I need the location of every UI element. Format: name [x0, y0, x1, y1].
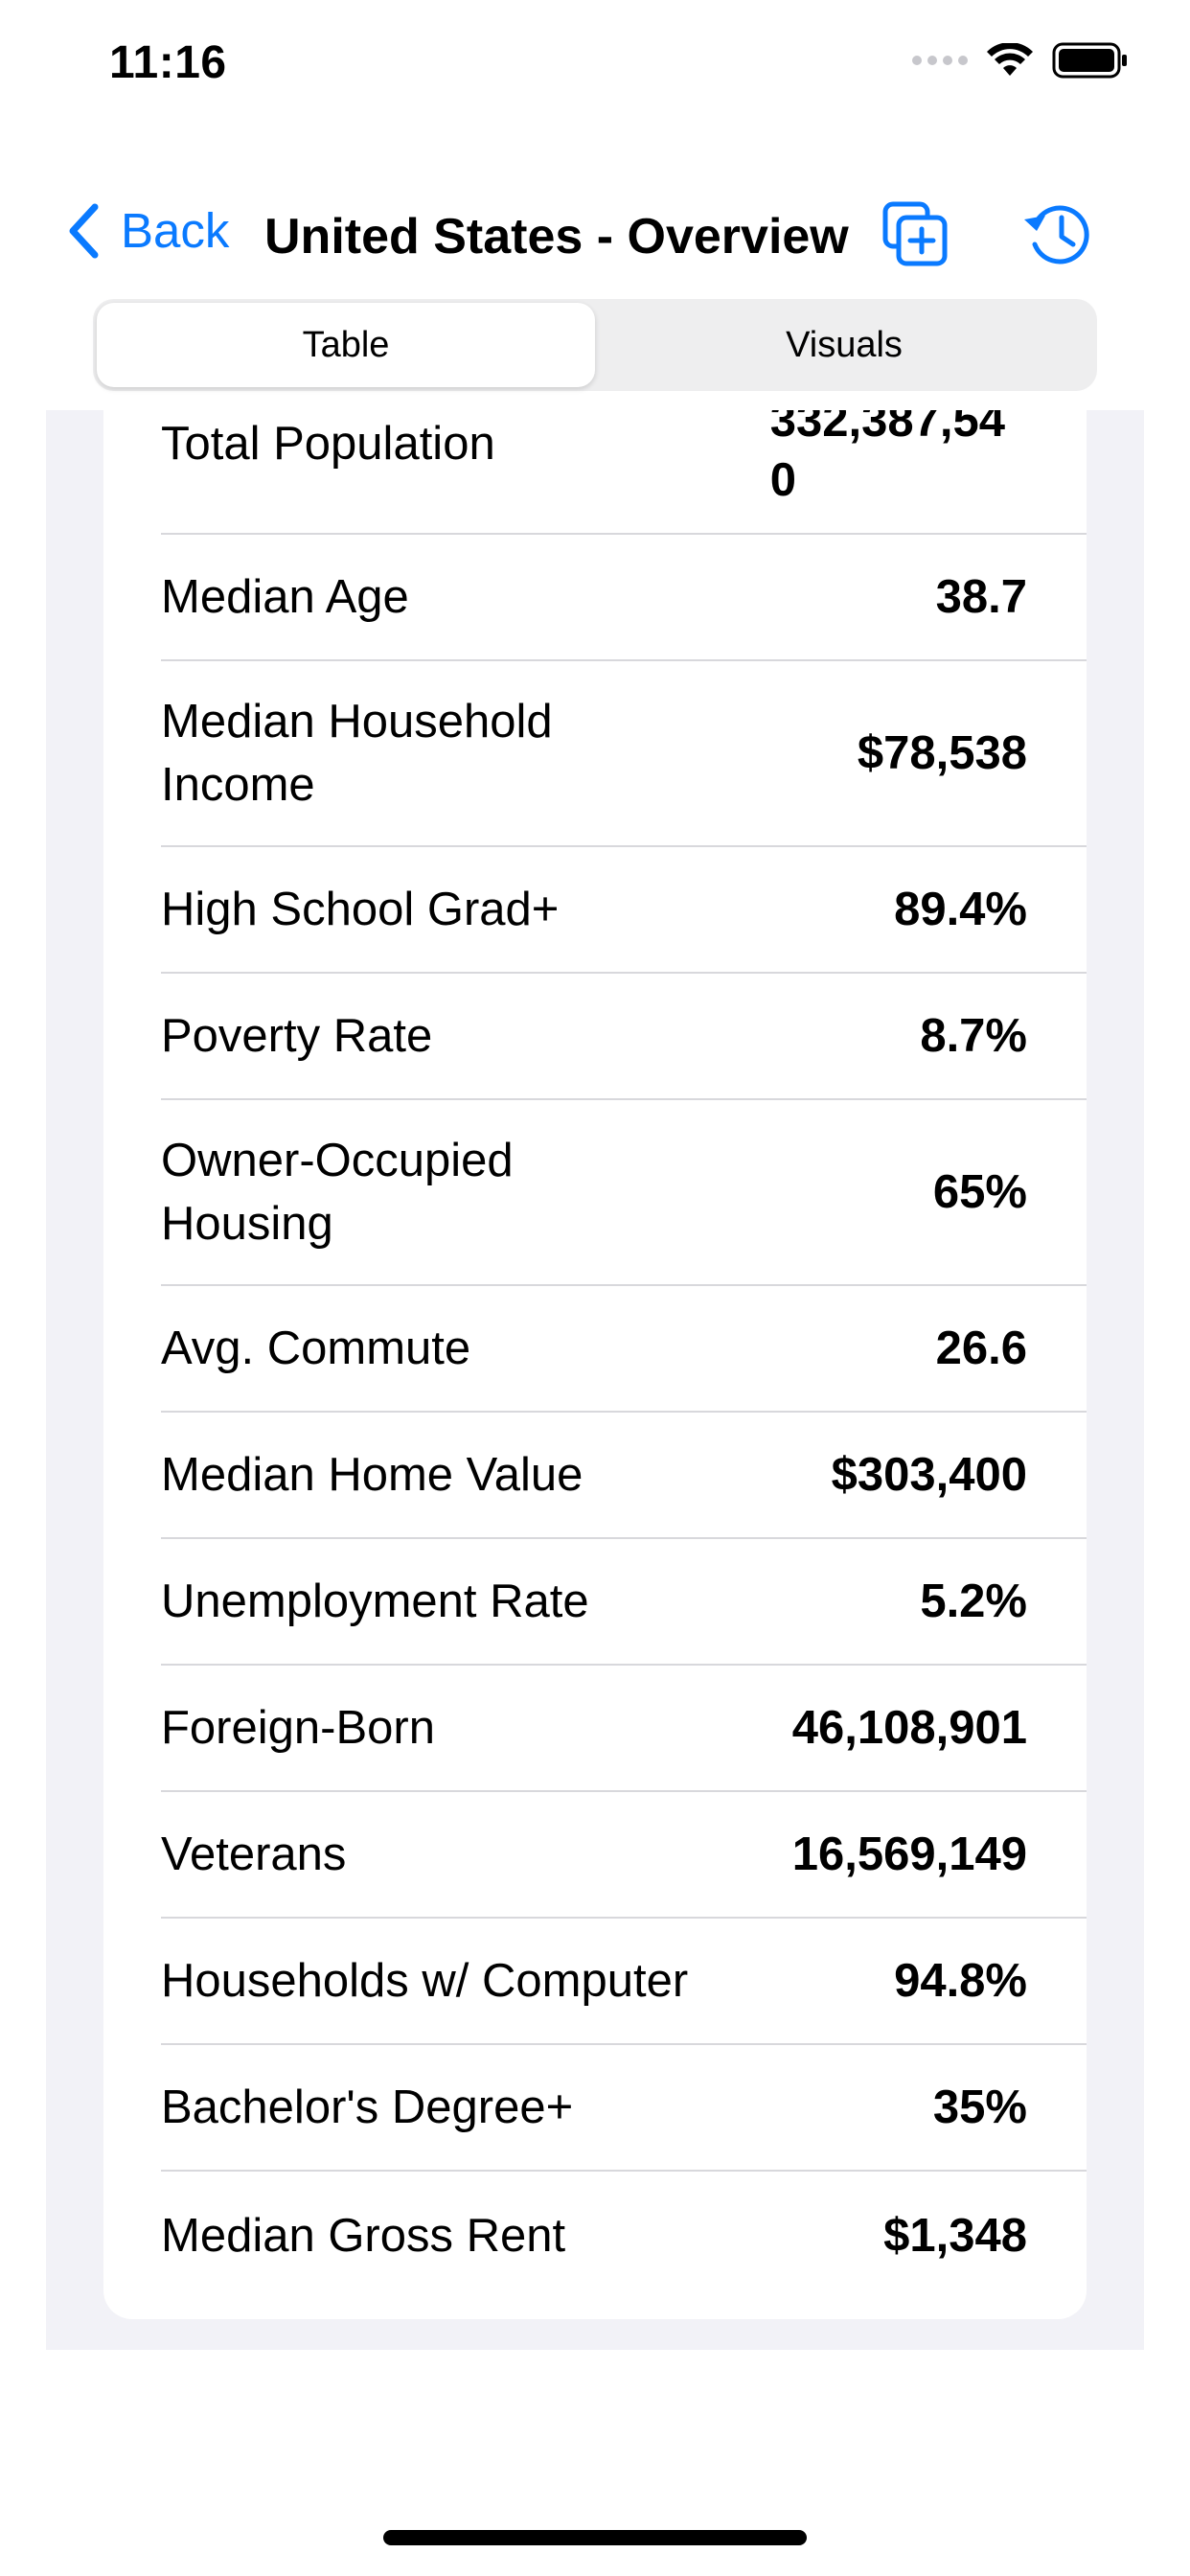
- table-row: Bachelor's Degree+ 35%: [161, 2045, 1087, 2172]
- wifi-icon: [987, 43, 1033, 76]
- row-label: Median Gross Rent: [161, 2210, 566, 2262]
- page-title: United States - Overview: [264, 209, 849, 264]
- row-value: 26.6: [935, 1322, 1027, 1374]
- duplicate-icon[interactable]: [881, 200, 950, 269]
- back-button[interactable]: Back: [67, 202, 229, 259]
- row-label: Households w/ Computer: [161, 1955, 689, 2007]
- cellular-signal-icon: [912, 56, 968, 65]
- row-value: 94.8%: [894, 1955, 1027, 2007]
- row-label: Poverty Rate: [161, 1010, 433, 1062]
- row-value: 16,569,149: [791, 1828, 1027, 1880]
- row-label: Veterans: [161, 1828, 347, 1880]
- row-label: Unemployment Rate: [161, 1576, 589, 1627]
- back-button-label: Back: [121, 203, 230, 258]
- table-row: Total Population 332,387,540: [161, 410, 1087, 535]
- view-segmented-control: Table Visuals: [93, 299, 1097, 391]
- row-label: Median Household Income: [161, 696, 553, 811]
- row-value: 65%: [932, 1166, 1027, 1218]
- row-value: 46,108,901: [791, 1702, 1027, 1754]
- table-row: Median Home Value $303,400: [161, 1413, 1087, 1539]
- table-row: Veterans 16,569,149: [161, 1792, 1087, 1919]
- status-time: 11:16: [109, 37, 227, 88]
- row-value: 332,387,540: [769, 410, 1006, 506]
- table-row: Households w/ Computer 94.8%: [161, 1919, 1087, 2045]
- navigation-bar: Back United States - Overview: [0, 187, 1190, 283]
- history-icon[interactable]: [1021, 200, 1094, 269]
- back-chevron-icon: [69, 203, 99, 258]
- row-value: 8.7%: [920, 1010, 1027, 1062]
- table-row: Unemployment Rate 5.2%: [161, 1539, 1087, 1666]
- segment-table[interactable]: Table: [97, 303, 595, 387]
- table-row: Median Household Income $78,538: [161, 661, 1087, 847]
- table-row: Poverty Rate 8.7%: [161, 974, 1087, 1100]
- row-value: $78,538: [857, 727, 1027, 779]
- row-label: High School Grad+: [161, 884, 560, 935]
- status-icons: [912, 42, 1129, 79]
- table-row: Foreign-Born 46,108,901: [161, 1666, 1087, 1792]
- table-row: Median Gross Rent $1,348: [161, 2172, 1087, 2300]
- row-label: Bachelor's Degree+: [161, 2082, 574, 2133]
- row-value: $303,400: [831, 1449, 1027, 1501]
- table-row: Avg. Commute 26.6: [161, 1286, 1087, 1413]
- row-value: 89.4%: [894, 884, 1027, 935]
- row-label: Median Home Value: [161, 1449, 584, 1501]
- row-label: Foreign-Born: [161, 1702, 435, 1754]
- row-label: Median Age: [161, 571, 409, 623]
- content-scroll-area[interactable]: Total Population 332,387,540 Median Age 38.…: [46, 410, 1144, 2350]
- segment-visuals[interactable]: Visuals: [786, 324, 903, 365]
- table-row: High School Grad+ 89.4%: [161, 847, 1087, 974]
- row-value: 35%: [932, 2082, 1027, 2133]
- row-value: 38.7: [935, 571, 1027, 623]
- row-label: Avg. Commute: [161, 1322, 471, 1374]
- row-value: $1,348: [883, 2210, 1027, 2262]
- row-label: Owner-Occupied Housing: [161, 1135, 514, 1250]
- stats-table-card: Total Population 332,387,540 Median Age 38.…: [103, 410, 1087, 2319]
- table-row: Owner-Occupied Housing 65%: [161, 1100, 1087, 1286]
- row-value: 5.2%: [920, 1576, 1027, 1627]
- table-row: Median Age 38.7: [161, 535, 1087, 661]
- home-indicator: [383, 2530, 807, 2545]
- battery-icon: [1052, 42, 1127, 79]
- row-label: Total Population: [161, 418, 495, 470]
